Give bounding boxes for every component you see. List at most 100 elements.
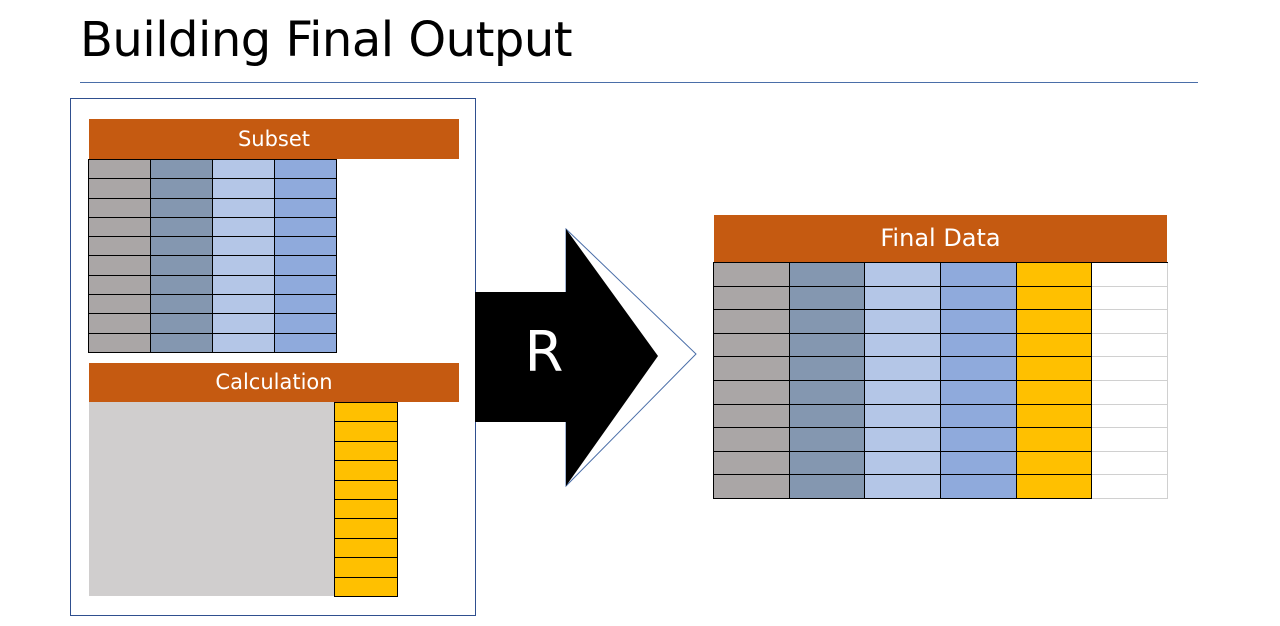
- table-cell: [1092, 310, 1169, 334]
- table-cell: [89, 275, 151, 296]
- slide-title: Building Final Output: [80, 12, 573, 68]
- calculation-area: [89, 402, 334, 596]
- table-cell: [335, 499, 398, 520]
- table-cell: [335, 441, 398, 462]
- table-cell: [941, 404, 1017, 429]
- table-cell: [865, 333, 942, 358]
- r-transform-arrow: [475, 227, 697, 488]
- table-cell: [714, 310, 790, 334]
- table-cell: [941, 286, 1017, 311]
- table-cell: [335, 538, 398, 559]
- table-cell: [213, 198, 275, 218]
- table-cell: [714, 380, 790, 405]
- table-cell: [865, 428, 942, 452]
- table-cell: [275, 256, 337, 276]
- table-cell: [335, 422, 398, 442]
- table-cell: [213, 314, 275, 334]
- table-cell: [1016, 263, 1093, 287]
- table-cell: [1092, 380, 1169, 405]
- table-cell: [151, 217, 213, 238]
- table-cell: [1016, 404, 1093, 429]
- table-cell: [213, 256, 275, 276]
- r-label: R: [524, 320, 564, 385]
- table-cell: [714, 404, 790, 429]
- table-cell: [275, 333, 337, 353]
- table-cell: [1016, 357, 1093, 381]
- table-cell: [335, 480, 398, 500]
- calculation-grid: [334, 402, 398, 597]
- subset-header: Subset: [89, 119, 459, 159]
- table-cell: [941, 380, 1017, 405]
- table-cell: [335, 577, 398, 597]
- table-cell: [1016, 451, 1093, 476]
- table-cell: [213, 160, 275, 180]
- table-cell: [1016, 428, 1093, 452]
- table-cell: [89, 314, 151, 334]
- table-cell: [1016, 380, 1093, 405]
- table-cell: [941, 333, 1017, 358]
- table-cell: [789, 357, 866, 381]
- table-cell: [1016, 475, 1093, 499]
- table-cell: [335, 403, 398, 423]
- table-cell: [865, 475, 942, 499]
- table-cell: [789, 451, 866, 476]
- table-cell: [151, 295, 213, 315]
- table-cell: [714, 357, 790, 381]
- table-cell: [1092, 357, 1169, 381]
- table-cell: [89, 160, 151, 180]
- table-cell: [213, 275, 275, 296]
- arrow-shape: [475, 229, 658, 486]
- table-cell: [865, 263, 942, 287]
- table-cell: [213, 179, 275, 199]
- table-cell: [335, 519, 398, 539]
- table-cell: [213, 217, 275, 238]
- table-cell: [213, 237, 275, 257]
- table-cell: [213, 295, 275, 315]
- table-cell: [1092, 404, 1169, 429]
- table-cell: [789, 404, 866, 429]
- table-cell: [1016, 333, 1093, 358]
- table-cell: [714, 475, 790, 499]
- table-cell: [151, 160, 213, 180]
- table-cell: [275, 295, 337, 315]
- table-cell: [151, 333, 213, 353]
- table-cell: [275, 179, 337, 199]
- table-cell: [941, 357, 1017, 381]
- subset-grid: [88, 159, 337, 353]
- table-cell: [1016, 286, 1093, 311]
- table-cell: [1092, 428, 1169, 452]
- table-cell: [789, 333, 866, 358]
- final-data-grid: [713, 262, 1169, 499]
- table-cell: [1016, 310, 1093, 334]
- table-cell: [941, 475, 1017, 499]
- table-cell: [151, 198, 213, 218]
- table-cell: [1092, 475, 1169, 499]
- table-cell: [275, 160, 337, 180]
- table-cell: [714, 451, 790, 476]
- table-cell: [714, 263, 790, 287]
- table-cell: [865, 380, 942, 405]
- table-cell: [714, 428, 790, 452]
- table-cell: [275, 237, 337, 257]
- table-cell: [865, 357, 942, 381]
- table-cell: [275, 275, 337, 296]
- table-cell: [275, 198, 337, 218]
- table-cell: [789, 428, 866, 452]
- table-cell: [789, 310, 866, 334]
- final-data-header: Final Data: [714, 215, 1167, 262]
- table-cell: [714, 333, 790, 358]
- table-cell: [89, 333, 151, 353]
- calculation-header: Calculation: [89, 363, 459, 402]
- table-cell: [1092, 333, 1169, 358]
- table-cell: [275, 314, 337, 334]
- table-cell: [213, 333, 275, 353]
- table-cell: [941, 263, 1017, 287]
- table-cell: [151, 256, 213, 276]
- table-cell: [865, 286, 942, 311]
- table-cell: [789, 263, 866, 287]
- table-cell: [1092, 451, 1169, 476]
- table-cell: [151, 237, 213, 257]
- table-cell: [865, 451, 942, 476]
- table-cell: [151, 179, 213, 199]
- table-cell: [89, 198, 151, 218]
